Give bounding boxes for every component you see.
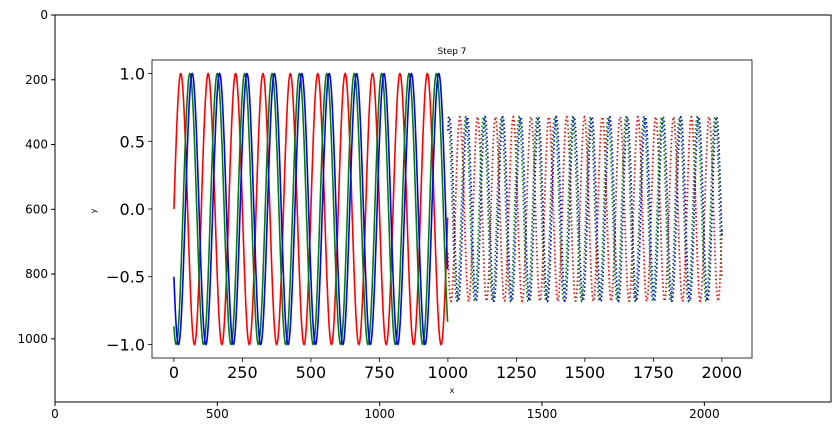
outer-x-tick-label: 0 <box>51 407 59 421</box>
outer-x-tick-label: 2000 <box>689 407 720 421</box>
outer-x-tick-label: 1500 <box>527 407 558 421</box>
inner-x-ticks: 0 250 500 750 1000 1250 1500 1750 2000 <box>169 358 742 382</box>
outer-x-tick-label: 1000 <box>364 407 395 421</box>
series-line-3 <box>173 72 449 346</box>
series-line-1 <box>173 72 449 346</box>
outer-y-ticks: 0 200 400 600 800 1000 <box>17 8 55 346</box>
y-tick-label: 0.5 <box>120 132 145 151</box>
x-tick-label: 250 <box>227 363 258 382</box>
y-tick-label: −0.5 <box>106 268 145 287</box>
inner-chart-panel: Step 7 x y 0 250 500 750 1000 1250 1500 1750 200… <box>89 47 753 395</box>
outer-y-tick-label: 200 <box>25 73 48 87</box>
y-axis-label: y <box>89 208 98 213</box>
outer-y-tick-label: 0 <box>40 8 48 22</box>
x-tick-label: 1750 <box>633 363 674 382</box>
chart-title: Step 7 <box>437 47 466 57</box>
outer-y-tick-label: 1000 <box>17 332 48 346</box>
x-tick-label: 750 <box>364 363 395 382</box>
x-tick-label: 1500 <box>565 363 606 382</box>
outer-x-ticks: 0 500 1000 1500 2000 <box>51 402 720 421</box>
y-tick-label: 1.0 <box>120 65 145 84</box>
inner-y-ticks: 1.0 0.5 0.0 −0.5 −1.0 <box>106 65 152 354</box>
outer-y-tick-label: 600 <box>25 202 48 216</box>
x-tick-label: 1250 <box>496 363 537 382</box>
x-tick-label: 0 <box>169 363 179 382</box>
outer-y-tick-label: 400 <box>25 138 48 152</box>
series-line-5 <box>447 115 723 303</box>
x-tick-label: 500 <box>296 363 327 382</box>
outer-y-tick-label: 800 <box>25 267 48 281</box>
x-tick-label: 1000 <box>428 363 469 382</box>
y-tick-label: 0.0 <box>120 200 145 219</box>
x-tick-label: 2000 <box>702 363 743 382</box>
outer-x-tick-label: 500 <box>206 407 229 421</box>
x-axis-label: x <box>450 386 455 395</box>
y-tick-label: −1.0 <box>106 335 145 354</box>
series-line-2 <box>173 72 449 346</box>
series-layer <box>173 72 723 346</box>
series-line-4 <box>446 115 723 303</box>
